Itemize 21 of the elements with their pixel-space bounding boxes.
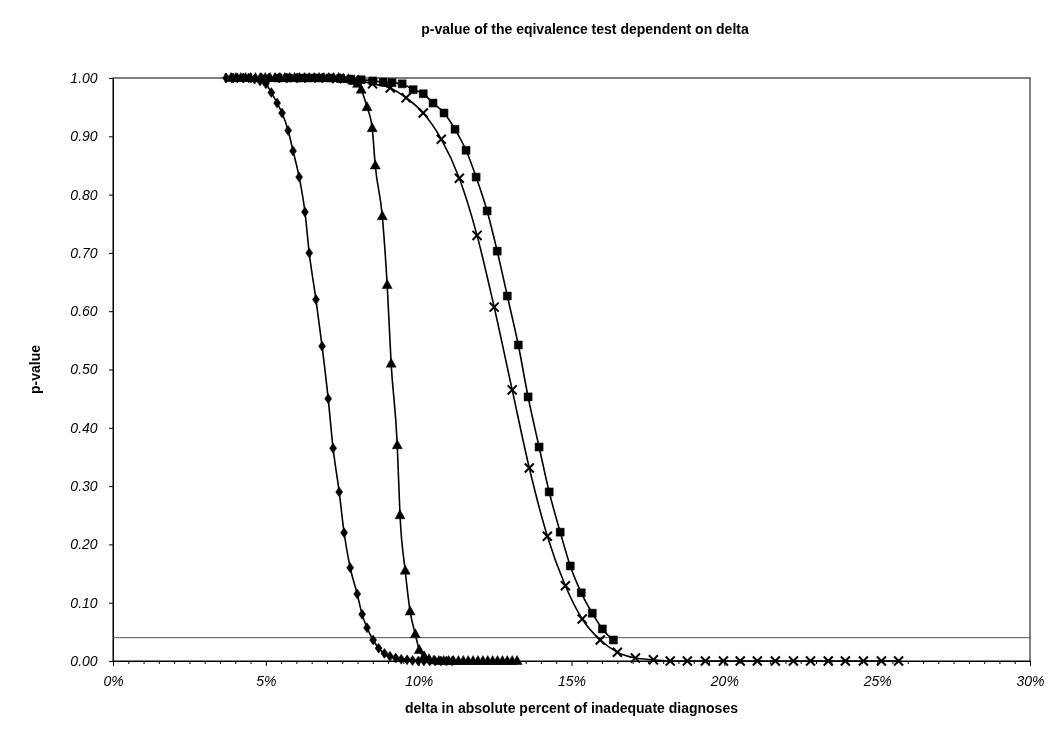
x-tick-label: 5% xyxy=(256,673,277,690)
x-tick-label: 25% xyxy=(862,673,892,690)
y-tick-label: 0.10 xyxy=(70,594,98,611)
x-tick-label: 20% xyxy=(709,673,739,690)
y-axis-title: p-value xyxy=(27,344,43,395)
y-tick-label: 0.50 xyxy=(70,361,98,378)
x-tick-label: 30% xyxy=(1016,673,1045,690)
y-tick-label: 0.40 xyxy=(70,419,98,436)
x-tick-label: 10% xyxy=(405,673,434,690)
y-tick-label: 0.70 xyxy=(70,244,98,261)
y-tick-label: 0.30 xyxy=(70,478,98,495)
y-tick-label: 0.00 xyxy=(70,652,98,669)
x-tick-label: 15% xyxy=(557,673,587,690)
y-tick-label: 1.00 xyxy=(70,69,98,86)
x-tick-label: 0% xyxy=(103,673,124,690)
y-tick-label: 0.80 xyxy=(70,186,98,203)
x-axis-title: delta in absolute percent of inadequate diagnoses xyxy=(405,700,739,716)
y-tick-label: 0.20 xyxy=(70,536,98,553)
chart-title: p-value of the eqivalence test dependent on delta xyxy=(421,21,749,37)
y-tick-label: 0.90 xyxy=(70,128,98,145)
y-tick-label: 0.60 xyxy=(70,303,98,320)
